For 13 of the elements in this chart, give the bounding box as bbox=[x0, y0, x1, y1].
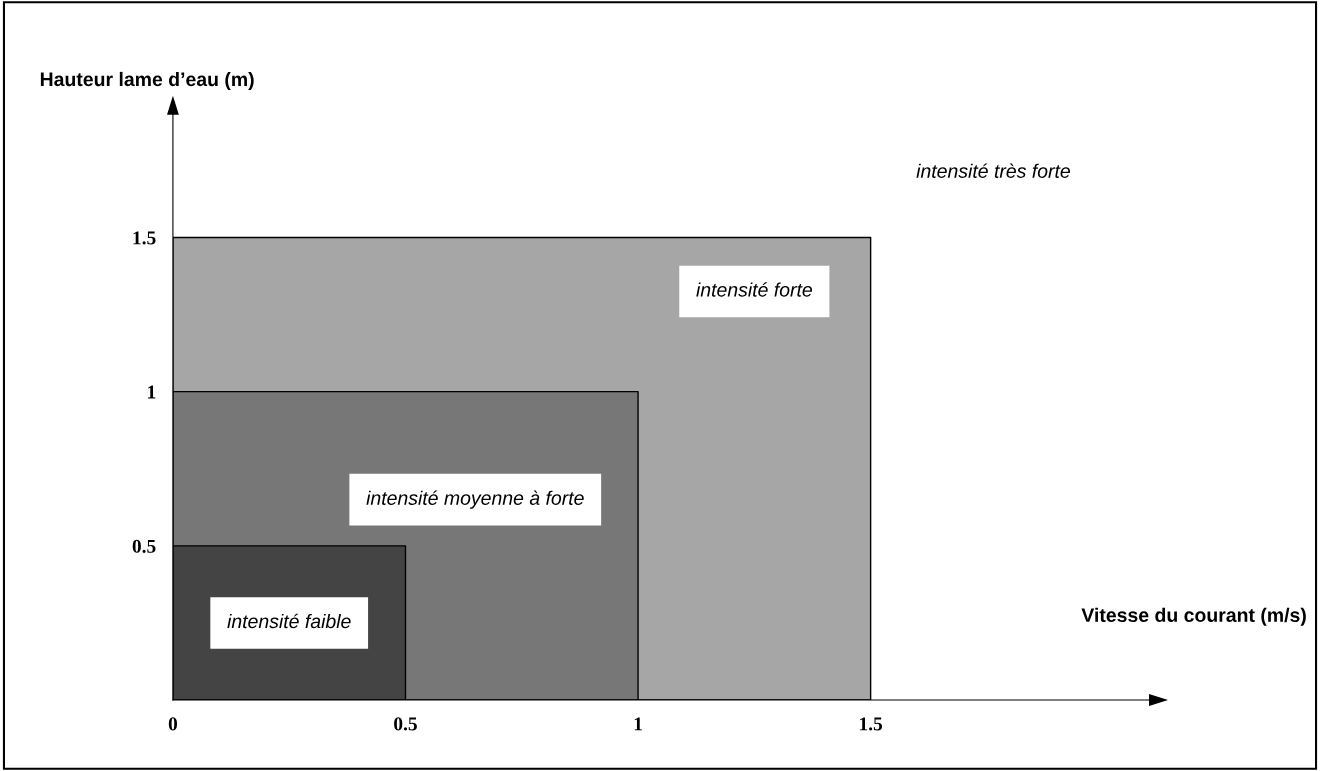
x-axis-title: Vitesse du courant (m/s) bbox=[1081, 607, 1306, 626]
y-tick-label: 1 bbox=[148, 385, 156, 399]
y-tick-label: 1.5 bbox=[133, 231, 156, 245]
y-tick-label: 0.5 bbox=[132, 539, 156, 553]
y-axis-title: Hauteur lame d’eau (m) bbox=[40, 71, 254, 91]
series-label: intensité faible bbox=[227, 613, 351, 629]
series-label: intensité forte bbox=[696, 282, 812, 297]
x-tick-label: 1 bbox=[634, 717, 642, 731]
x-tick-label: 1.5 bbox=[860, 717, 883, 731]
x-tick-label: 0.5 bbox=[394, 717, 417, 731]
annotation: intensité très forte bbox=[916, 163, 1070, 178]
x-tick-label: 0 bbox=[168, 717, 178, 731]
series-label: intensité moyenne à forte bbox=[366, 490, 584, 509]
